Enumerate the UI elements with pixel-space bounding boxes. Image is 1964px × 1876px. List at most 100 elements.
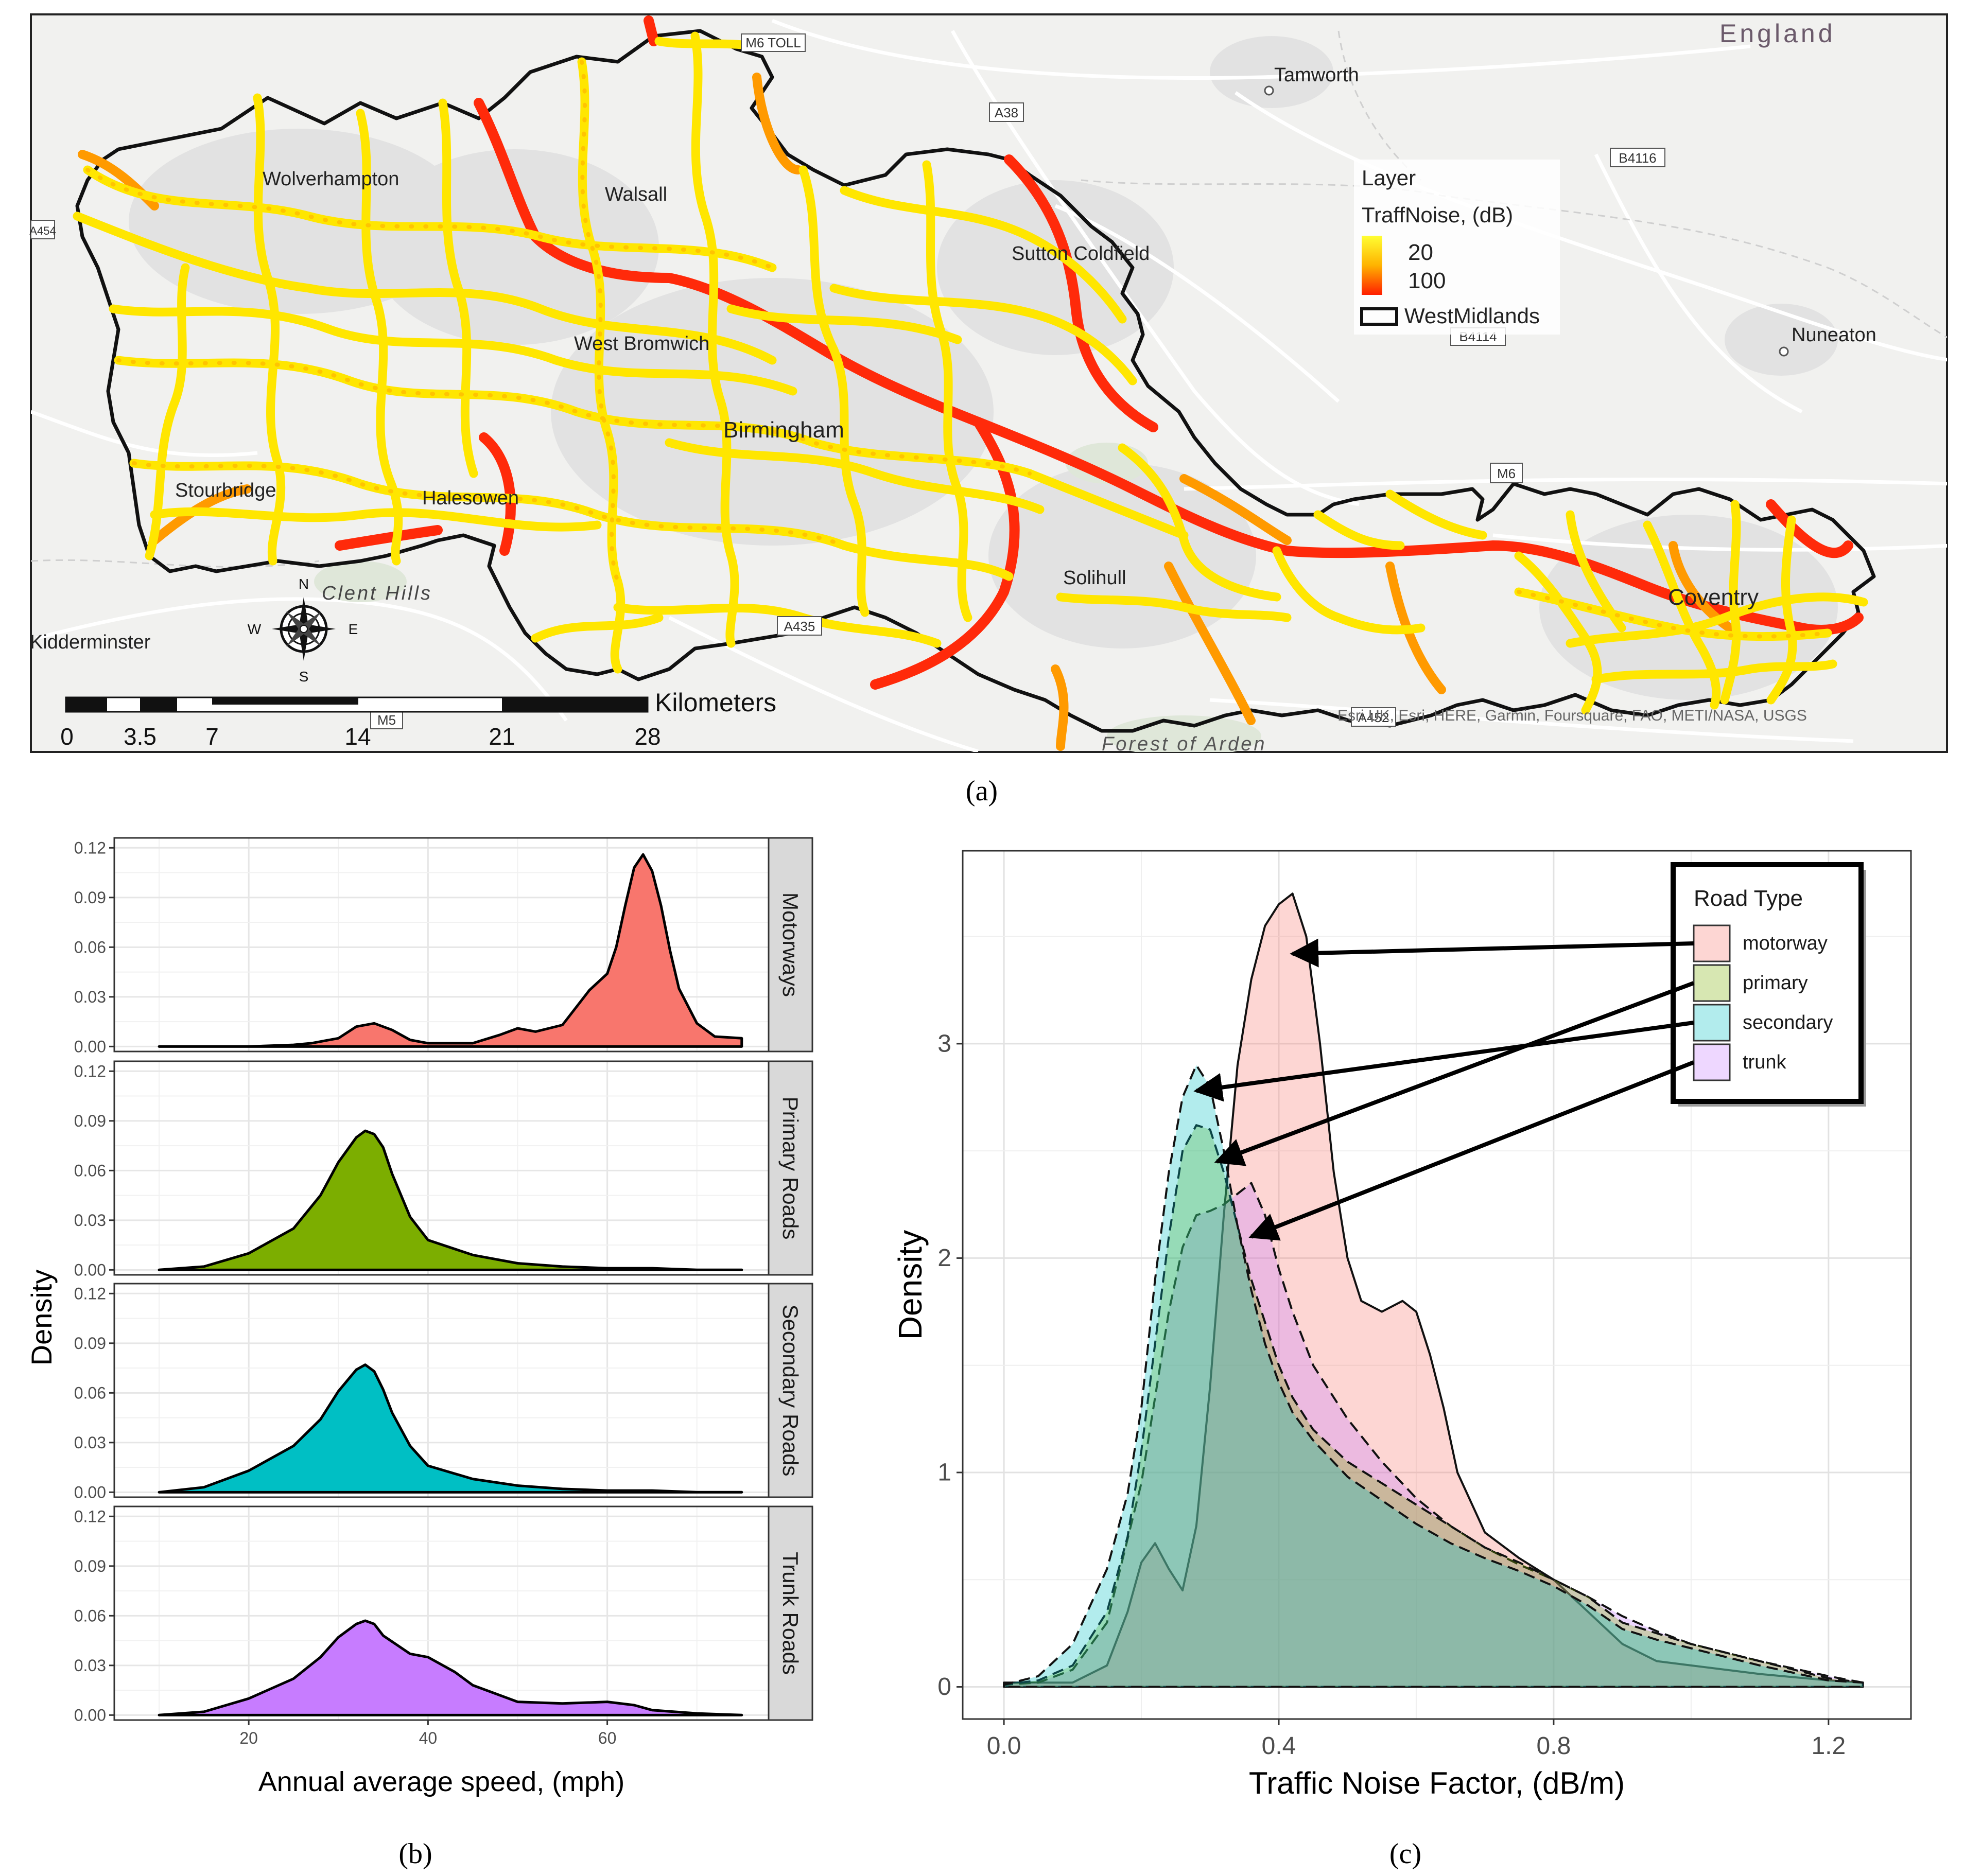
svg-text:W: W — [248, 621, 262, 637]
svg-text:E: E — [349, 621, 358, 637]
legend-low: 20 — [1408, 240, 1433, 265]
legend-high: 100 — [1408, 268, 1446, 293]
y-tick-label: 0.03 — [74, 1211, 106, 1230]
facet-strip — [768, 1060, 813, 1276]
map-attribution: Esri UK, Esri, HERE, Garmin, Foursquare,… — [1337, 707, 1807, 724]
y-tick-label: 0.09 — [74, 1557, 106, 1575]
x-tick-label: 60 — [598, 1729, 617, 1747]
svg-text:N: N — [299, 576, 309, 592]
y-tick-label: 3 — [937, 1030, 951, 1057]
facet-strip-label: Trunk Roads — [778, 1552, 803, 1675]
label-walsall: Walsall — [605, 184, 667, 205]
y-tick-label: 0.06 — [74, 1383, 106, 1402]
y-axis-title: Density — [25, 1270, 58, 1366]
density-trunk — [1003, 1182, 1864, 1688]
chart-legend: Road Type motorway primary secondary trunk — [1671, 862, 1866, 1107]
x-tick-label: 1.2 — [1811, 1732, 1846, 1760]
map-legend: Layer TraffNoise, (dB) 20 100 WestMidlan… — [1354, 160, 1560, 335]
facet-background — [114, 1284, 769, 1497]
y-tick-label: 2 — [937, 1244, 951, 1272]
label-stourbridge: Stourbridge — [175, 480, 276, 501]
legend-key-primary — [1693, 964, 1731, 1002]
legend-title: Layer — [1362, 166, 1416, 190]
y-tick-label: 0.06 — [74, 938, 106, 956]
westmidlands-boundary — [75, 29, 1876, 733]
legend-boundary-label: WestMidlands — [1404, 304, 1540, 328]
facet-strip — [768, 837, 813, 1053]
shield-a38: A38 — [989, 102, 1024, 122]
density-primary — [1003, 1124, 1864, 1688]
shield-m6-toll: M6 TOLL — [741, 33, 806, 52]
caption-a: (a) — [966, 775, 998, 807]
y-tick-label: 0.09 — [74, 1334, 106, 1353]
road-shields: M6 TOLL A38 B4116 B4114 M6 A435 A452 M5 … — [29, 33, 1665, 729]
legend-label-trunk: trunk — [1743, 1051, 1786, 1073]
shield-a454: A454 — [29, 220, 56, 239]
legend-arrow — [1248, 1060, 1695, 1241]
y-tick-label: 0.06 — [74, 1606, 106, 1625]
legend-gradient — [1362, 236, 1382, 295]
legend-boundary-swatch — [1360, 307, 1398, 326]
svg-text:S: S — [299, 669, 309, 685]
label-forest-of-arden: Forest of Arden — [1102, 733, 1267, 755]
shield-m5: M5 — [370, 710, 403, 729]
density-motorway — [1003, 892, 1864, 1688]
x-tick-label: 0.4 — [1262, 1732, 1296, 1760]
caption-b: (b) — [398, 1838, 432, 1870]
scale-tick-28: 28 — [634, 723, 661, 750]
svg-text:A435: A435 — [784, 619, 815, 634]
density-area — [158, 1363, 743, 1494]
y-tick-label: 0.03 — [74, 1656, 106, 1675]
legend-arrow — [1193, 1021, 1694, 1102]
y-tick-label: 0.00 — [74, 1037, 106, 1056]
facet-strip-label: Secondary Roads — [778, 1305, 803, 1477]
high-noise-roads — [335, 15, 1864, 690]
legend-key-motorway — [1693, 924, 1731, 962]
legend-field: TraffNoise, (dB) — [1362, 203, 1513, 227]
y-tick-label: 0.09 — [74, 888, 106, 907]
y-tick-label: 0.03 — [74, 1433, 106, 1452]
scale-tick-0: 0 — [60, 723, 74, 750]
legend-label-secondary: secondary — [1743, 1012, 1833, 1033]
legend-arrow — [1290, 938, 1694, 968]
legend-label-primary: primary — [1743, 972, 1808, 994]
y-tick-label: 0.06 — [74, 1161, 106, 1180]
map-panel: England Tamworth Sutton Coldfield Nuneat… — [29, 13, 1948, 755]
facet-background — [114, 1061, 769, 1275]
svg-text:M5: M5 — [377, 712, 396, 728]
density-secondary — [1003, 1064, 1864, 1688]
label-clent-hills: Clent Hills — [322, 583, 432, 604]
label-coventry: Coventry — [1668, 585, 1759, 610]
north-arrow-icon: N S E W — [248, 576, 358, 685]
shield-a435: A435 — [777, 616, 822, 636]
label-kidderminster: Kidderminster — [30, 632, 151, 653]
low-noise-roads — [73, 31, 1868, 715]
legend-title: Road Type — [1694, 886, 1803, 911]
y-tick-label: 0.12 — [74, 838, 106, 857]
facet-strip — [768, 1505, 813, 1721]
label-wolverhampton: Wolverhampton — [263, 168, 399, 190]
legend-label-motorway: motorway — [1743, 933, 1828, 954]
label-solihull: Solihull — [1063, 567, 1126, 589]
legend-key-trunk — [1693, 1043, 1731, 1081]
svg-text:A454: A454 — [29, 224, 56, 237]
scale-unit: Kilometers — [655, 688, 776, 717]
scale-tick-7: 7 — [205, 723, 219, 750]
density-area — [158, 1129, 743, 1271]
label-nuneaton: Nuneaton — [1792, 324, 1876, 346]
noise-factor-density-chart: 0.0 0.4 0.8 1.2 0 1 2 3 Traffic Noise Factor, (d… — [892, 850, 1912, 1800]
svg-text:A452: A452 — [1358, 710, 1389, 725]
legend-box — [1671, 862, 1864, 1104]
y-tick-label: 0.00 — [74, 1483, 106, 1501]
facet-strip-label: Motorways — [778, 892, 803, 997]
label-halesowen: Halesowen — [422, 487, 519, 509]
road-segment-dots — [85, 60, 1830, 639]
caption-c: (c) — [1389, 1838, 1421, 1870]
x-axis-title: Annual average speed, (mph) — [258, 1766, 624, 1797]
label-england: England — [1719, 19, 1836, 48]
y-tick-label: 0.09 — [74, 1112, 106, 1130]
y-tick-label: 0.03 — [74, 988, 106, 1006]
y-tick-label: 0.12 — [74, 1284, 106, 1303]
